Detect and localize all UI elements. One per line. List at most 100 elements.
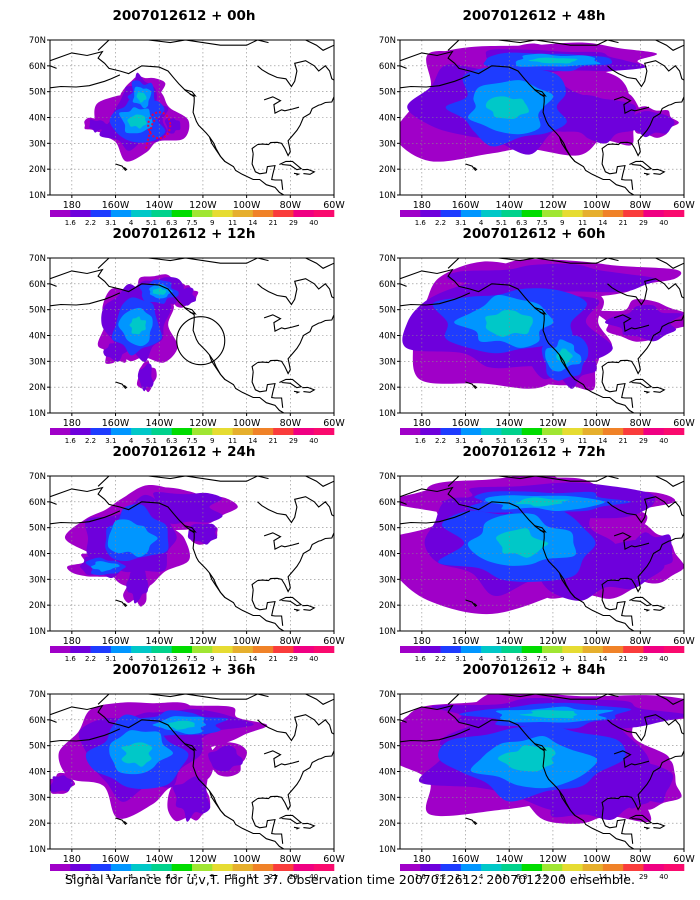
colorbar-label: 2.2	[85, 873, 96, 881]
colorbar-swatch	[232, 428, 254, 435]
colorbar-label: 11	[578, 655, 587, 663]
colorbar-swatch	[273, 428, 294, 435]
coastline	[400, 283, 407, 287]
lon-label: 140W	[145, 854, 173, 865]
colorbar-swatch	[252, 646, 274, 653]
variance-contour	[172, 776, 211, 822]
coastline	[534, 743, 547, 751]
lat-label: 40N	[379, 768, 396, 778]
lat-label: 50N	[379, 88, 396, 98]
coastline	[115, 817, 128, 825]
lat-label: 40N	[29, 768, 46, 778]
coastline	[400, 50, 635, 195]
coastline	[400, 719, 407, 723]
lat-label: 50N	[379, 524, 396, 534]
variance-contour	[121, 742, 153, 767]
lat-label: 70N	[29, 472, 46, 482]
colorbar-label: 4	[479, 655, 484, 663]
coastline	[607, 60, 684, 92]
coastline	[201, 258, 207, 259]
colorbar-label: 7.5	[536, 873, 547, 881]
coastline	[184, 89, 197, 97]
colorbar-label: 3.1	[105, 655, 116, 663]
colorbar-label: 9	[560, 437, 564, 445]
colorbar-swatch	[521, 210, 543, 217]
colorbar-swatch	[542, 864, 563, 871]
colorbar-label: 6.3	[516, 655, 527, 663]
colorbar-swatch	[192, 646, 213, 653]
lat-label: 10N	[379, 409, 396, 419]
coastline	[601, 371, 634, 408]
map-svg: 70N 60N 50N 40N 30N 20N 10N 180 160W 140W 120W 100W…	[29, 690, 346, 881]
panel-title: 2007012612 + 00h	[112, 8, 256, 24]
coastline	[279, 160, 303, 171]
coastline	[201, 476, 207, 477]
coastlines	[400, 258, 684, 413]
coastline	[601, 807, 634, 844]
variance-contour	[446, 263, 657, 294]
colorbar-swatch	[643, 864, 665, 871]
colorbar-swatch	[663, 646, 685, 653]
colorbar-swatch	[212, 864, 233, 871]
coastline	[208, 790, 226, 816]
colorbar-label: 4	[129, 873, 134, 881]
coastline	[50, 719, 57, 723]
coastline	[400, 268, 635, 413]
lon-label: 60W	[323, 200, 345, 211]
colorbar-swatch	[273, 646, 294, 653]
colorbar-swatch	[192, 428, 213, 435]
colorbar-swatch	[481, 428, 502, 435]
colorbar-label: 5.1	[146, 437, 157, 445]
graticule	[400, 40, 684, 195]
colorbar-swatch	[501, 210, 523, 217]
lon-label: 120W	[539, 636, 567, 647]
lat-label: 50N	[29, 524, 46, 534]
coastline	[293, 608, 301, 612]
colorbar-label: 29	[639, 873, 648, 881]
variance-contour	[514, 497, 570, 507]
coastline	[302, 386, 316, 393]
colorbar-label: 1.6	[65, 873, 77, 881]
colorbar-label: 6.3	[516, 873, 527, 881]
coastline	[655, 694, 684, 705]
coastline	[652, 822, 666, 829]
variance-contour	[187, 523, 218, 545]
colorbar-swatch	[293, 210, 315, 217]
colorbar-label: 21	[269, 219, 278, 227]
colorbar-swatch	[400, 428, 421, 435]
panel-title: 2007012612 + 60h	[462, 226, 606, 242]
coastline	[400, 292, 471, 307]
colorbar-label: 7.5	[536, 655, 547, 663]
coastline	[551, 476, 557, 477]
lon-label: 60W	[673, 200, 695, 211]
coastline	[534, 89, 547, 97]
coastline	[447, 40, 619, 51]
lat-label: 60N	[29, 280, 46, 290]
colorbar-swatch	[171, 646, 193, 653]
coastline	[50, 50, 285, 195]
lon-label: 160W	[452, 418, 480, 429]
coastline	[50, 283, 57, 287]
lat-label: 40N	[29, 114, 46, 124]
lat-label: 50N	[29, 742, 46, 752]
colorbar-swatch	[110, 646, 132, 653]
coastline	[251, 153, 284, 190]
lat-label: 70N	[379, 690, 396, 700]
coastline	[50, 65, 57, 69]
lat-label: 60N	[29, 62, 46, 72]
colorbar-label: 14	[598, 655, 607, 663]
variance-field	[50, 702, 268, 822]
colorbar-swatch	[192, 864, 213, 871]
colorbar-label: 6.3	[516, 219, 527, 227]
colorbar-swatch	[460, 646, 482, 653]
coastline	[601, 532, 684, 593]
colorbar-label: 40	[659, 655, 668, 663]
lon-label: 140W	[495, 636, 523, 647]
lat-label: 30N	[379, 793, 396, 803]
coastline	[447, 694, 619, 705]
colorbar-label: 40	[309, 873, 318, 881]
variance-contour	[137, 363, 154, 392]
lat-label: 70N	[29, 36, 46, 46]
coastlines	[400, 476, 684, 631]
map-panel: 2007012612 + 48h 70N 60N 50N 40N 30N 20N 10N 180…	[368, 8, 698, 227]
